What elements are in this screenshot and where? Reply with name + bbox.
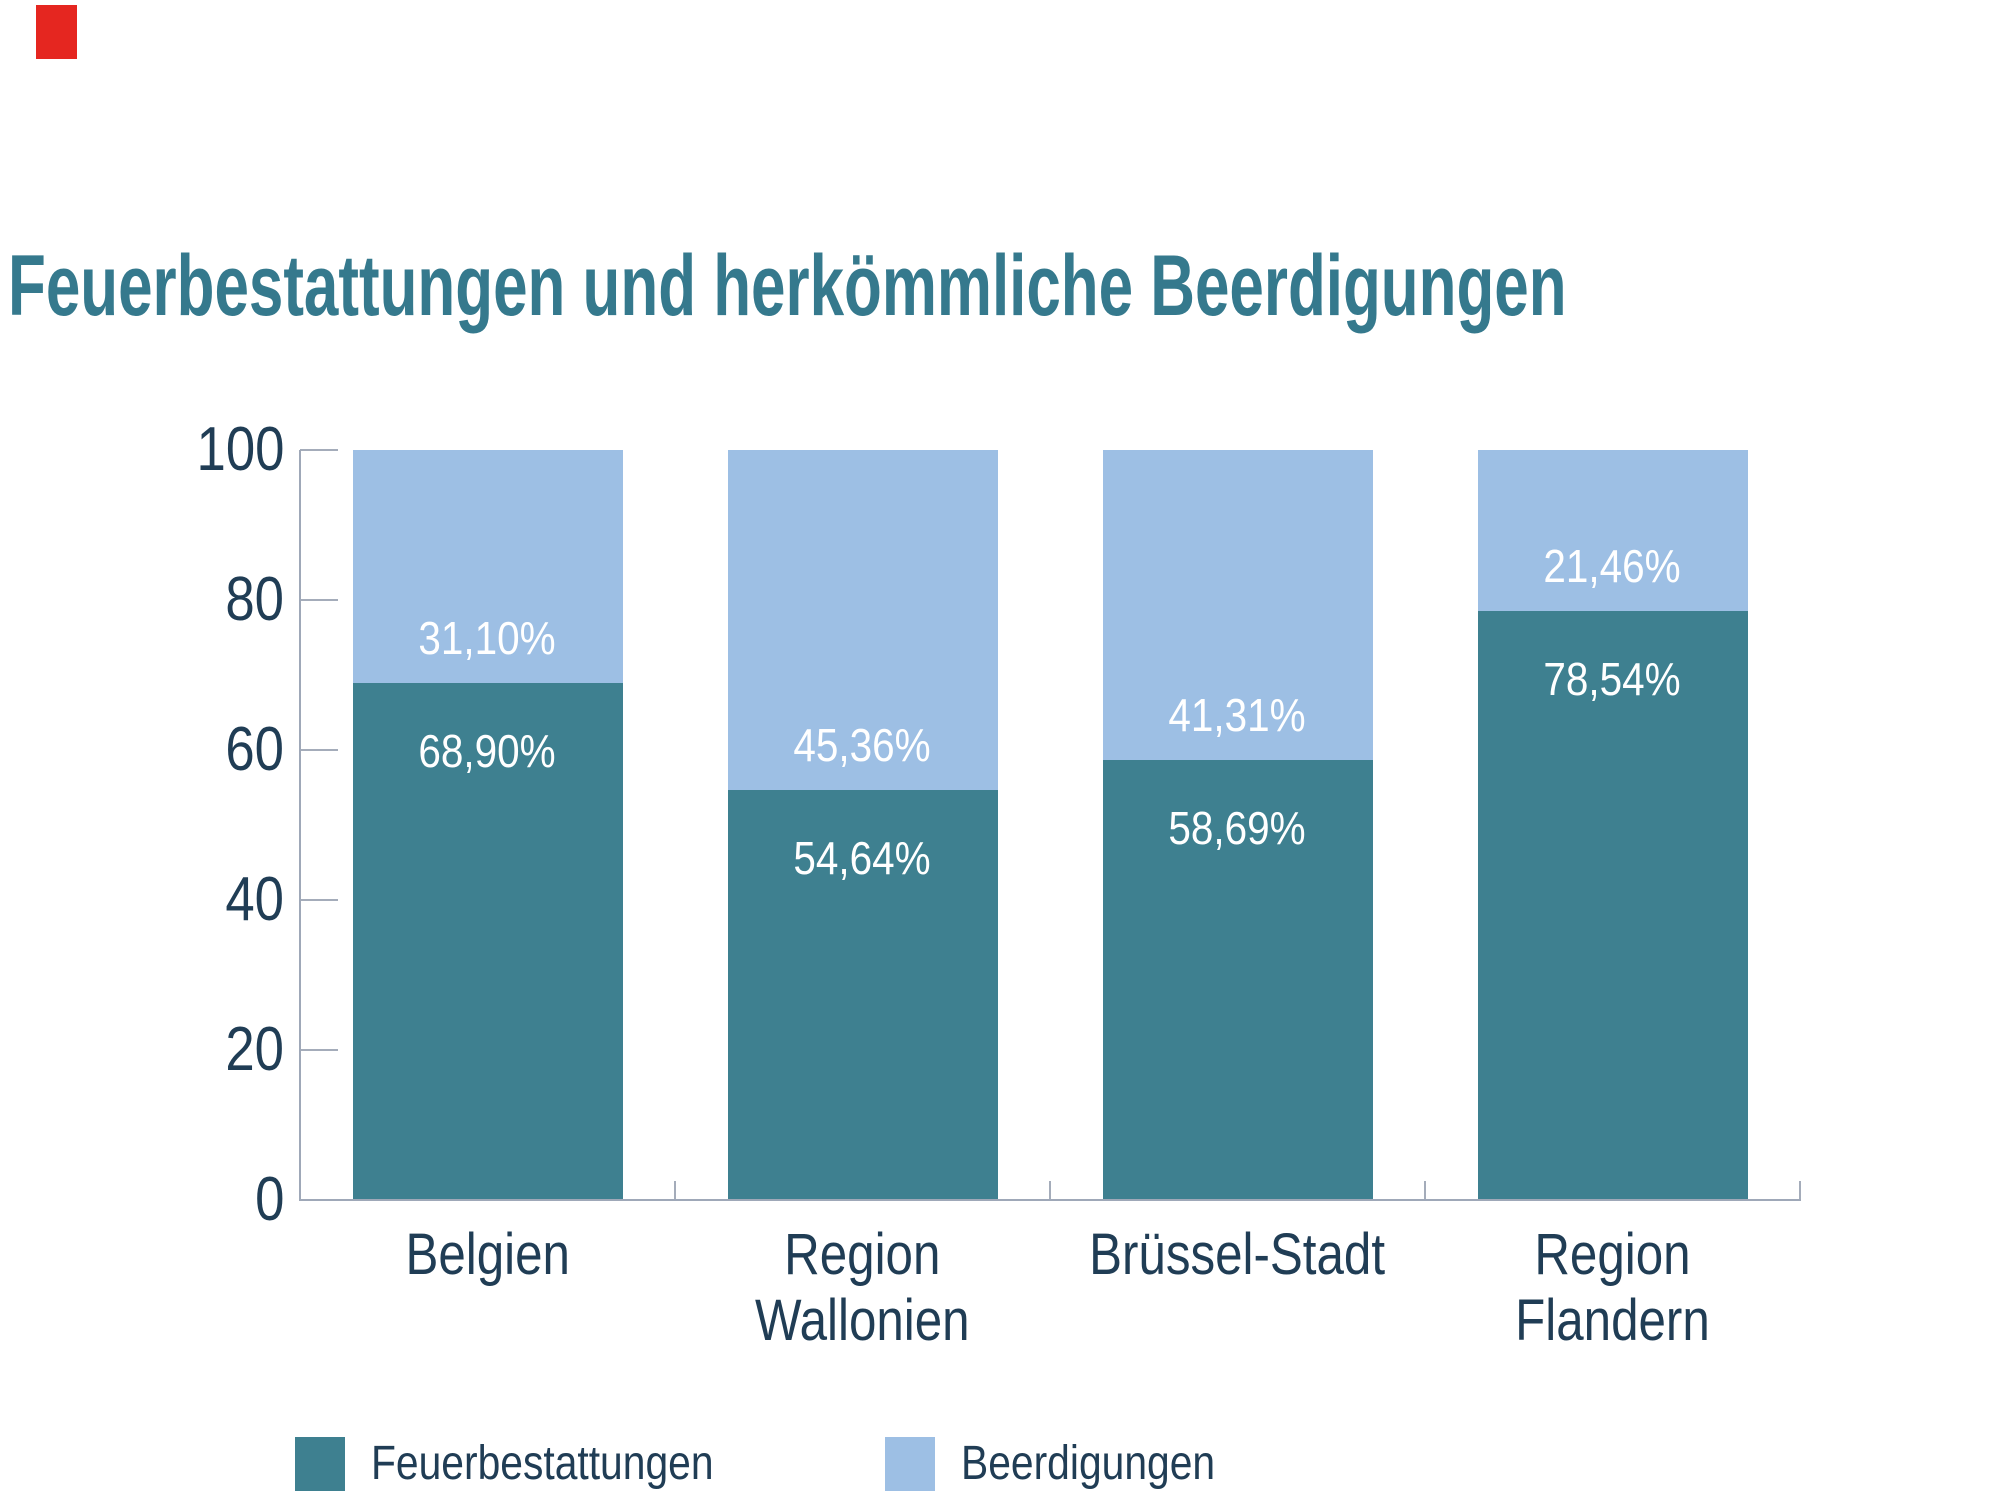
bar-value-text: 21,46% (1543, 539, 1682, 592)
bar-value-label: 31,10% (353, 610, 623, 666)
x-axis-label-text: Brüssel-Stadt (1089, 1222, 1386, 1287)
x-axis-separator-tick (1799, 1181, 1801, 1201)
legend-label-text: Feuerbestattungen (371, 1437, 714, 1490)
legend-item-feuerbestattungen: Feuerbestattungen (295, 1437, 774, 1491)
y-axis-label: 80 (88, 569, 284, 631)
bar-value-text: 58,69% (1168, 801, 1307, 854)
y-axis-tick (300, 599, 338, 601)
bar-segment-beerdigungen (352, 450, 623, 684)
bar-value-label: 45,36% (728, 717, 998, 773)
x-axis-line (299, 1199, 1801, 1201)
legend-label: Feuerbestattungen (371, 1437, 774, 1491)
bar-value-label: 68,90% (353, 723, 623, 779)
x-axis-separator-tick (1049, 1181, 1051, 1201)
bar-value-text: 41,31% (1168, 688, 1307, 741)
x-axis-label-text: Belgien (405, 1222, 570, 1287)
bar-value-label: 21,46% (1478, 538, 1748, 594)
bar-value-text: 31,10% (418, 612, 557, 665)
x-axis-label: Belgien (300, 1222, 675, 1288)
x-axis-label-text: Region Wallonien (755, 1222, 970, 1353)
chart-title-text: Feuerbestattungen und herkömmliche Beerd… (8, 238, 1567, 334)
bar-value-text: 54,64% (793, 832, 932, 885)
y-axis-label-text: 60 (225, 715, 284, 784)
x-axis-label-text: Region Flandern (1515, 1222, 1710, 1353)
x-axis-label: Region Flandern (1425, 1222, 1800, 1354)
legend-label: Beerdigungen (961, 1437, 1260, 1491)
bar-value-label: 54,64% (728, 830, 998, 886)
y-axis-label-text: 100 (196, 415, 284, 484)
bar-segment-beerdigungen (1477, 450, 1748, 611)
bar-value-text: 68,90% (418, 725, 557, 778)
bar-segment-feuerbestattungen (1477, 610, 1748, 1200)
bar-segment-feuerbestattungen (1102, 759, 1373, 1200)
legend-item-beerdigungen: Beerdigungen (885, 1437, 1260, 1491)
y-axis-tick (300, 1049, 338, 1051)
red-square-logo (36, 5, 77, 59)
y-axis-tick (300, 899, 338, 901)
legend-swatch (295, 1437, 345, 1491)
y-axis-label: 60 (88, 719, 284, 781)
bar-segment-feuerbestattungen (352, 683, 623, 1200)
bar-segment-beerdigungen (1102, 450, 1373, 760)
bar-segment-feuerbestattungen (727, 790, 998, 1200)
bar-value-text: 78,54% (1543, 652, 1682, 705)
bar-value-label: 78,54% (1478, 651, 1748, 707)
x-axis-separator-tick (1424, 1181, 1426, 1201)
y-axis-label: 0 (88, 1169, 284, 1231)
bar-value-label: 41,31% (1103, 687, 1373, 743)
x-axis-separator-tick (674, 1181, 676, 1201)
bar-value-text: 45,36% (793, 719, 932, 772)
y-axis-tick (300, 749, 338, 751)
x-axis-label: Brüssel-Stadt (1050, 1222, 1425, 1288)
legend-label-text: Beerdigungen (961, 1437, 1216, 1490)
x-axis-label: Region Wallonien (675, 1222, 1050, 1354)
y-axis-label: 40 (88, 869, 284, 931)
y-axis-label: 100 (88, 419, 284, 481)
y-axis-tick (300, 449, 338, 451)
y-axis-label-text: 20 (225, 1015, 284, 1084)
y-axis-label-text: 40 (225, 865, 284, 934)
y-axis-label-text: 80 (225, 565, 284, 634)
legend-swatch (885, 1437, 935, 1491)
bar-segment-beerdigungen (727, 450, 998, 791)
chart-title: Feuerbestattungen und herkömmliche Beerd… (8, 238, 2000, 334)
y-axis-label: 20 (88, 1019, 284, 1081)
y-axis-line (299, 450, 301, 1200)
y-axis-label-text: 0 (254, 1165, 284, 1234)
bar-value-label: 58,69% (1103, 800, 1373, 856)
